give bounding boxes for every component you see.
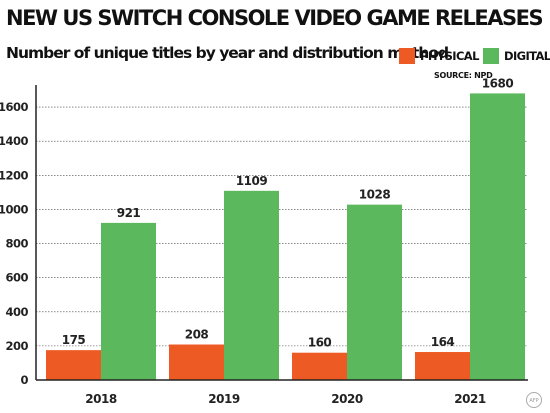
data-label-digital-2019: 1109	[236, 174, 268, 188]
x-tick-label-2018: 2018	[85, 392, 117, 406]
legend-item-physical: PHYSICAL	[399, 47, 479, 65]
data-label-physical-2020: 160	[308, 336, 332, 350]
legend-label-digital: DIGITAL	[504, 49, 550, 63]
bar-digital-2021	[470, 93, 525, 380]
bar-physical-2018	[46, 350, 101, 380]
x-tick-label-2021: 2021	[454, 392, 486, 406]
afp-logo: AFP	[526, 392, 542, 408]
y-tick-label-1200: 1200	[0, 168, 28, 182]
bar-digital-2018	[101, 222, 156, 380]
bar-digital-2020	[347, 204, 402, 380]
x-tick-label-2020: 2020	[331, 392, 363, 406]
data-label-digital-2018: 921	[117, 206, 141, 220]
y-tick-label-0: 0	[20, 373, 28, 387]
y-tick-label-200: 200	[5, 339, 28, 353]
y-tick-label-1000: 1000	[0, 202, 28, 216]
y-tick-label-800: 800	[5, 237, 28, 251]
legend-swatch-physical	[399, 48, 415, 64]
bar-physical-2019	[169, 344, 224, 380]
chart-title: NEW US SWITCH CONSOLE VIDEO GAME RELEASE…	[6, 6, 544, 30]
y-tick-label-600: 600	[5, 271, 28, 285]
y-tick-label-400: 400	[5, 305, 28, 319]
bar-digital-2019	[224, 190, 279, 380]
bar-physical-2021	[415, 352, 470, 380]
x-tick-label-2019: 2019	[208, 392, 240, 406]
legend-label-physical: PHYSICAL	[420, 49, 479, 63]
y-tick-label-1600: 1600	[0, 100, 28, 114]
data-label-digital-2021: 1680	[482, 76, 514, 90]
data-label-digital-2020: 1028	[359, 188, 391, 202]
source-note: SOURCE: NPD	[434, 71, 493, 80]
y-tick-label-1400: 1400	[0, 134, 28, 148]
data-label-physical-2021: 164	[431, 335, 455, 349]
legend-item-digital: DIGITAL	[483, 47, 550, 65]
data-label-physical-2019: 208	[185, 328, 209, 342]
chart-subtitle: Number of unique titles by year and dist…	[6, 44, 449, 62]
bar-physical-2020	[292, 352, 347, 380]
legend-swatch-digital	[483, 48, 499, 64]
data-label-physical-2018: 175	[62, 333, 86, 347]
